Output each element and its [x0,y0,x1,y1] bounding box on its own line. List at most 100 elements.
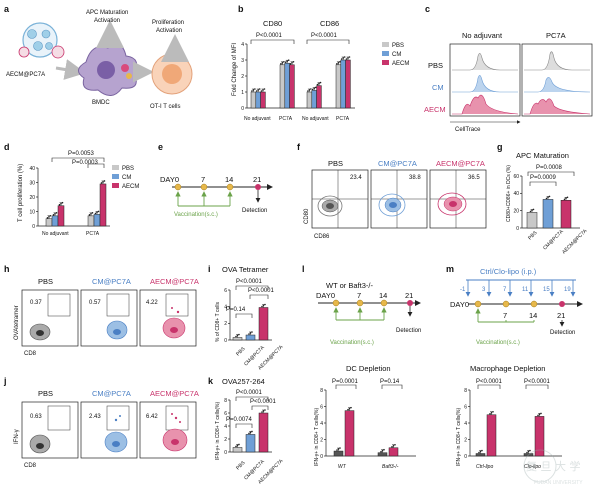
g-tick-label-0: 0 [516,226,519,232]
m-bar-1-1-point-1 [538,413,541,416]
l-day-7: 7 [357,291,361,300]
l-detection: Detection [396,328,421,334]
k-bar-1-point-1 [249,431,252,434]
watermark-text: 复 旦 大 学 [526,459,581,473]
i-tick-label-0: 0 [224,338,227,344]
h-plot-cm [80,289,138,347]
f-plot-pbs [311,169,369,229]
b-bar-aecm-3-point-0 [345,58,348,60]
d-bar-pbs-0-point-2 [49,214,52,217]
prolif-line2: Activation [156,28,182,34]
m-ip-day-1: -1 [460,287,466,293]
chart-d: 0 10 20 30 40 [29,166,110,230]
b-bar-cm-1-point-1 [286,60,289,62]
legend-swatch-pbs [382,42,389,47]
b-bar-cm-1-point-2 [287,59,290,61]
panel-i: i OVA Tetramer % of CD8+ T cells 0 2 4 6 P<… [208,264,285,371]
particle-label: AECM@PC7A [6,72,45,78]
apc-line2: Activation [94,18,120,24]
b-bar-cm-3-point-1 [342,57,345,59]
chart-m: 0 2 4 6 8 [464,388,562,460]
d-bar-pbs-1-point-0 [88,214,91,216]
b-bar-aecm-0-point-2 [263,88,266,90]
bmdc-label: BMDC [92,100,110,106]
l-bar-0-1-point-2 [383,448,385,451]
i-cat-pbs: PBS [235,346,247,358]
j-value-aecm: 6.42 [146,414,158,420]
m-bar-0-1-point-2 [529,449,531,452]
g-bar-0 [526,212,538,229]
b-bar-pbs-2-point-2 [310,88,312,90]
m-day-dot-21 [559,301,565,307]
d-legend-swatch-aecm [112,183,119,188]
g-bar-2-point-1 [565,197,567,200]
m-bar-1-1-point-2 [540,412,542,415]
l-bar-1-1 [388,447,399,457]
h-value-cm: 0.57 [89,300,101,306]
m-bar-1-0-point-0 [489,412,491,415]
chart-g: 0 20 40 60 [513,174,580,232]
h-ylabel: OVAtetramer [14,305,20,340]
b-bar-pbs-1-point-2 [283,61,285,63]
m-bar-0-0 [475,453,486,457]
f-value-pbs: 23.4 [350,175,362,181]
m-tick-label-3: 6 [464,404,467,410]
m-tick-label-1: 2 [464,437,467,443]
b-bar-pbs-2-point-1 [308,89,311,91]
k-bar-2-point-2 [264,409,266,411]
d-tick-label-1: 10 [29,209,35,215]
b-bar-aecm-3-point-1 [347,57,349,59]
l-tick-label-4: 8 [320,388,323,394]
b-bar-pbs-3-point-1 [337,62,340,64]
k-bar-1-point-0 [248,432,250,435]
fudan-seal-icon [523,449,557,483]
i-pvalue-1: P<0.0001 [236,279,263,285]
panel-label-a: a [4,4,10,14]
k-pvalue-1: P<0.0001 [236,390,263,396]
b-bar-aecm-0-point-1 [262,89,264,91]
d-bar-pbs-1 [87,215,95,227]
d-bar-aecm-1-point-0 [100,182,103,184]
b-bar-aecm-1-point-0 [289,63,292,65]
d-bar-aecm-1 [99,183,107,227]
h-group-aecm: AECM@PC7A [150,277,199,286]
i-bar-0-point-2 [238,333,240,336]
b-marker-cd80: CD80 [263,19,282,28]
b-bar-aecm-3 [345,59,351,109]
panel-h: h PBS CM@PC7A AECM@PC7A 0.37 0.57 4.22 O… [4,264,199,357]
m-bar-1-0-point-2 [492,410,494,413]
l-day-dot-21 [407,300,413,306]
l-tick-label-3: 6 [320,404,323,410]
b-bar-pbs-3 [335,64,342,109]
m-day-dot-7 [502,300,510,308]
d-legend-cm: CM [122,175,131,181]
chart-i: 0 2 4 6 [224,288,272,344]
g-bar-1-point-1 [547,196,549,199]
g-bar-2 [560,200,572,229]
c-row-cm: CM [432,83,444,92]
panel-f: f PBS CM@PC7A AECM@PC7A 23.4 [297,142,487,240]
l-bar-1-0-point-0 [347,408,349,411]
l-bar-0-1 [377,452,388,457]
panel-label-h: h [4,264,10,274]
i-bar-2 [258,307,269,341]
b-bar-pbs-1 [279,64,286,109]
c-row-aecm: AECM [424,105,446,114]
m-bar-1-1-point-0 [537,414,539,417]
b-bar-aecm-1-point-2 [292,61,295,63]
legend-swatch-aecm [382,60,389,65]
chart-l: 0 2 4 6 8 [320,388,416,460]
c-col-noadj: No adjuvant [462,31,503,40]
g-tick-label-1: 20 [513,208,519,214]
b-tick-label-3: 3 [241,58,244,64]
m-cat-clo: Clo-lipo [524,464,541,470]
panel-label-g: g [497,142,503,152]
b-bar-aecm-0-point-0 [260,90,263,92]
k-tick-label-4: 8 [224,398,227,404]
d-bar-cm-1-point-2 [97,210,100,213]
d-bar-aecm-0 [57,205,65,227]
f-group-cm: CM@PC7A [378,159,417,168]
i-tick-label-2: 4 [224,304,227,310]
c-histogram-pc7a [524,51,591,115]
chart-k: 0 2 4 6 8 [224,398,272,456]
